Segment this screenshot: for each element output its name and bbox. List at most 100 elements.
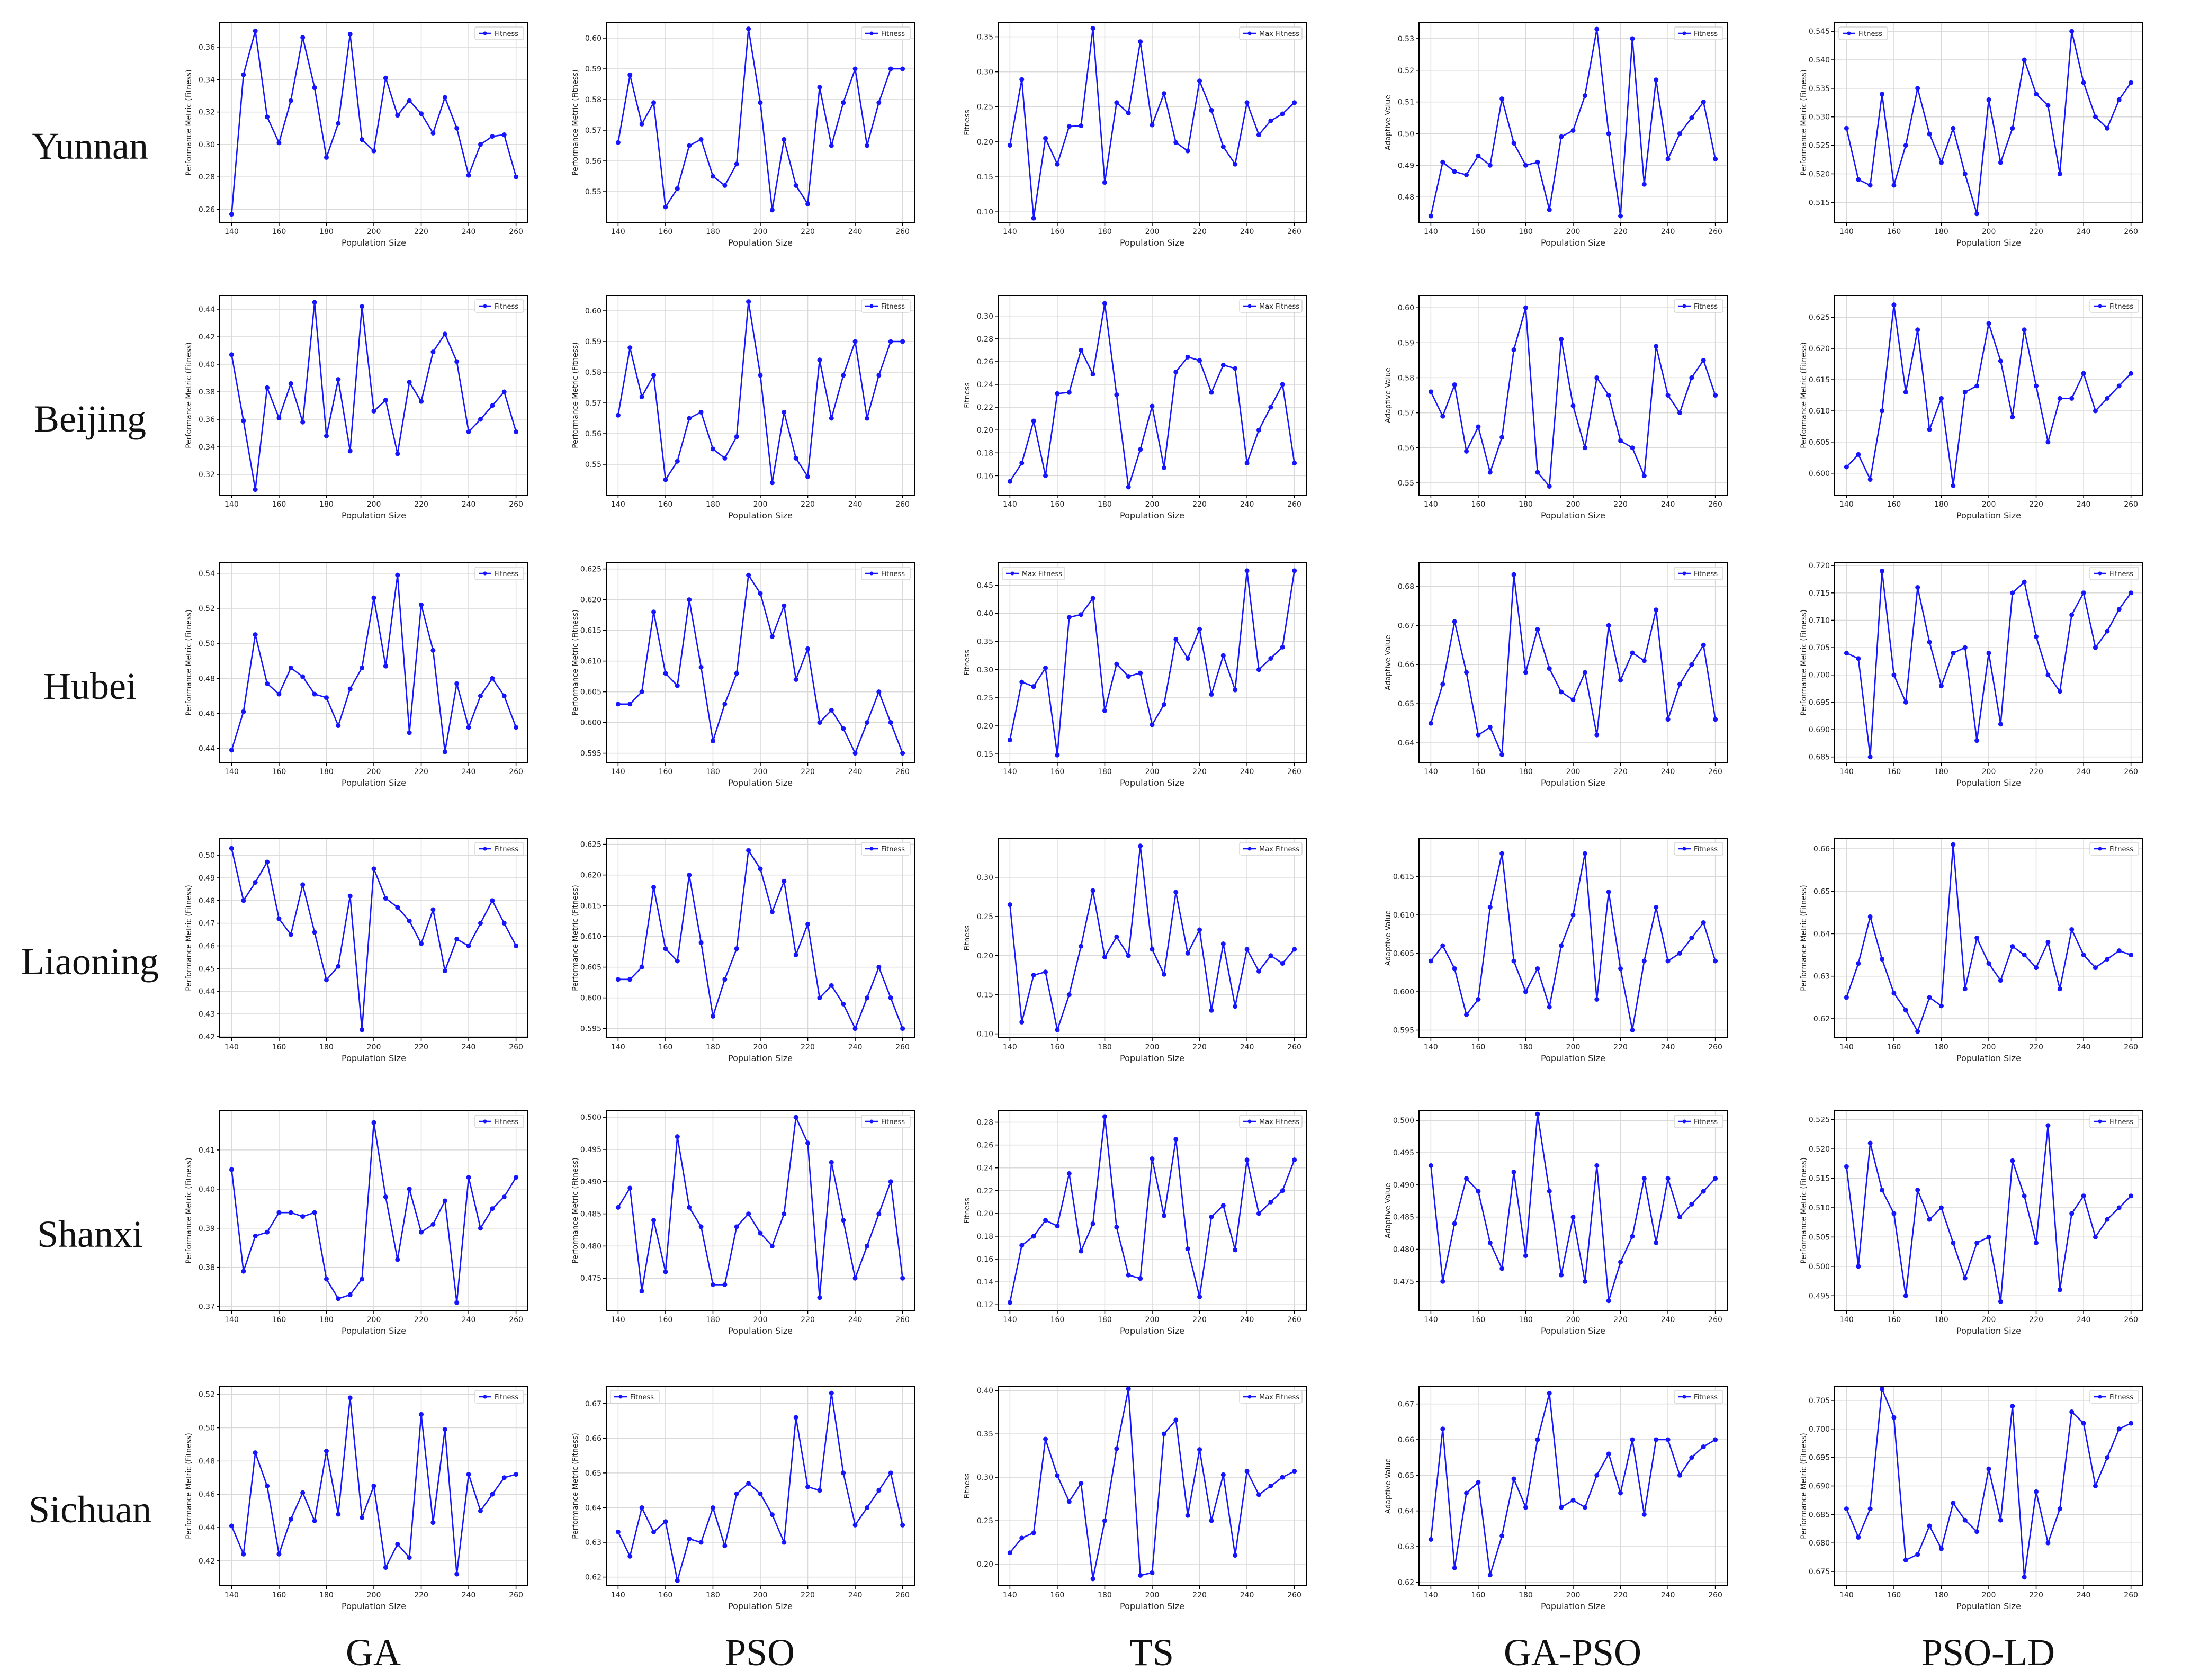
- data-point: [710, 738, 715, 743]
- data-point: [852, 1275, 858, 1281]
- y-tick-label: 0.685: [1809, 753, 1830, 762]
- data-point: [1079, 612, 1084, 617]
- x-axis-label: Population Size: [1956, 238, 2021, 248]
- data-point: [1161, 1213, 1166, 1218]
- data-point: [1986, 961, 1991, 966]
- data-point: [1150, 947, 1155, 952]
- chart-panel-yunnan-ts: 140 160 180 200 220 240 260 0.10 0.15 0.20 0.25 0.3…: [963, 22, 1307, 248]
- y-axis-label: Fitness: [963, 925, 972, 951]
- y-tick-label: 0.64: [1398, 1507, 1414, 1516]
- data-point: [829, 416, 834, 421]
- y-tick-label: 0.44: [199, 987, 215, 996]
- y-tick-label: 0.605: [1393, 950, 1414, 958]
- x-tick-label: 140: [225, 768, 239, 776]
- data-point: [1066, 1499, 1072, 1504]
- data-point: [793, 183, 798, 188]
- data-point: [324, 1449, 329, 1454]
- data-point: [514, 1175, 519, 1180]
- data-point: [734, 671, 739, 676]
- x-axis-label: Population Size: [1541, 1326, 1605, 1336]
- data-point: [1440, 414, 1445, 419]
- y-tick-label: 0.41: [199, 1146, 215, 1155]
- data-point: [888, 1179, 893, 1184]
- legend-label: Fitness: [2109, 570, 2133, 578]
- x-tick-label: 260: [1287, 500, 1301, 509]
- y-tick-label: 0.705: [1809, 644, 1830, 652]
- x-tick-label: 180: [1519, 768, 1533, 776]
- data-point: [2093, 965, 2098, 971]
- x-tick-label: 180: [1934, 768, 1948, 776]
- x-tick-label: 220: [1613, 768, 1628, 776]
- y-tick-label: 0.625: [580, 565, 601, 574]
- data-point: [817, 357, 822, 363]
- data-point: [782, 1540, 787, 1545]
- data-point: [1665, 1176, 1671, 1181]
- data-point: [1998, 978, 2003, 983]
- data-point: [627, 1185, 633, 1191]
- data-point: [1938, 1205, 1944, 1210]
- data-point: [710, 1013, 715, 1019]
- data-point: [639, 394, 644, 399]
- data-point: [407, 98, 412, 103]
- data-point: [2022, 1575, 2027, 1580]
- data-point: [805, 201, 811, 206]
- x-tick-label: 220: [801, 768, 815, 776]
- y-tick-label: 0.26: [977, 358, 993, 366]
- data-point: [2093, 1484, 2098, 1488]
- y-tick-label: 0.615: [580, 902, 601, 911]
- x-tick-label: 160: [659, 1043, 673, 1052]
- legend-box: [610, 1390, 660, 1404]
- data-point: [769, 480, 775, 486]
- data-point: [1998, 160, 2003, 165]
- data-point: [698, 940, 704, 945]
- data-point: [793, 952, 798, 957]
- x-tick-label: 260: [895, 500, 910, 509]
- chart-panel-yunnan-pso-ld: 140 160 180 200 220 240 260 0.515 0.520 0.525 0.53…: [1800, 22, 2143, 248]
- data-point: [1570, 697, 1576, 703]
- x-tick-label: 160: [1050, 500, 1065, 509]
- data-point: [1962, 171, 1968, 176]
- data-point: [864, 995, 869, 1001]
- y-tick-label: 0.26: [199, 205, 215, 214]
- data-point: [514, 943, 519, 948]
- data-point: [2034, 383, 2039, 389]
- y-tick-label: 0.66: [585, 1434, 601, 1443]
- data-point: [1292, 568, 1297, 573]
- x-tick-label: 260: [2124, 1043, 2138, 1052]
- data-point: [324, 695, 329, 700]
- data-point: [1998, 358, 2003, 364]
- data-point: [1856, 961, 1861, 966]
- data-point: [454, 1571, 460, 1577]
- data-point: [782, 1211, 787, 1217]
- data-point: [324, 433, 329, 438]
- legend-marker: [869, 571, 874, 576]
- data-point: [288, 1516, 293, 1522]
- chart-panel-sichuan-ts: 140 160 180 200 220 240 260 0.20 0.25 0.30 0.35 0.4…: [963, 1386, 1307, 1611]
- y-axis-label: Adaptive Value: [1384, 367, 1393, 423]
- y-tick-label: 0.520: [1809, 170, 1830, 178]
- y-tick-label: 0.38: [199, 1264, 215, 1272]
- x-tick-label: 220: [1192, 1316, 1207, 1324]
- y-tick-label: 0.520: [1809, 1145, 1830, 1154]
- data-point: [241, 898, 246, 903]
- data-point: [2129, 1193, 2134, 1199]
- y-tick-label: 0.46: [199, 709, 215, 718]
- data-point: [1880, 92, 1885, 97]
- data-point: [1547, 1189, 1552, 1194]
- data-point: [1464, 1176, 1469, 1181]
- data-point: [347, 893, 353, 899]
- x-tick-label: 140: [1839, 228, 1854, 236]
- row-label-shanxi: Shanxi: [37, 1213, 143, 1255]
- data-point: [454, 681, 460, 686]
- data-point: [288, 1210, 293, 1215]
- data-point: [2129, 953, 2134, 958]
- x-tick-label: 140: [611, 1316, 625, 1324]
- data-point: [698, 664, 704, 670]
- legend-marker: [618, 1395, 623, 1399]
- y-tick-label: 0.48: [1398, 193, 1414, 202]
- x-tick-label: 220: [1192, 1043, 1207, 1052]
- data-point: [1114, 1446, 1119, 1451]
- data-point: [829, 1390, 834, 1396]
- x-axis-label: Population Size: [1120, 238, 1184, 248]
